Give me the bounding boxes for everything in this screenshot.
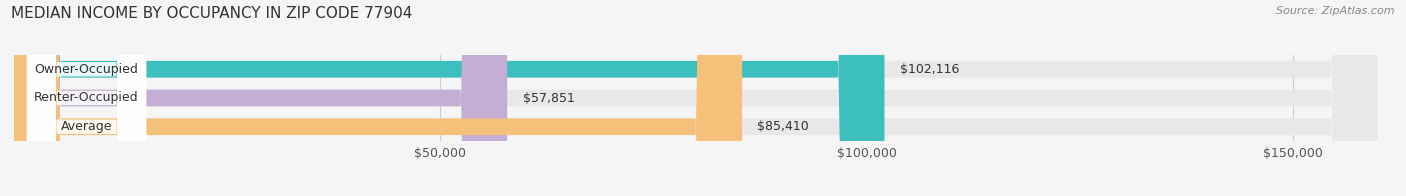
Text: Owner-Occupied: Owner-Occupied xyxy=(35,63,138,76)
FancyBboxPatch shape xyxy=(27,0,146,196)
Text: $85,410: $85,410 xyxy=(758,120,810,133)
FancyBboxPatch shape xyxy=(27,0,146,196)
FancyBboxPatch shape xyxy=(14,0,884,196)
Text: $102,116: $102,116 xyxy=(900,63,959,76)
FancyBboxPatch shape xyxy=(27,0,146,196)
FancyBboxPatch shape xyxy=(14,0,508,196)
Text: Renter-Occupied: Renter-Occupied xyxy=(34,92,139,104)
Text: Source: ZipAtlas.com: Source: ZipAtlas.com xyxy=(1277,6,1395,16)
Text: $57,851: $57,851 xyxy=(523,92,575,104)
FancyBboxPatch shape xyxy=(14,0,1378,196)
FancyBboxPatch shape xyxy=(14,0,1378,196)
Text: Average: Average xyxy=(60,120,112,133)
FancyBboxPatch shape xyxy=(14,0,742,196)
Text: MEDIAN INCOME BY OCCUPANCY IN ZIP CODE 77904: MEDIAN INCOME BY OCCUPANCY IN ZIP CODE 7… xyxy=(11,6,412,21)
FancyBboxPatch shape xyxy=(14,0,1378,196)
